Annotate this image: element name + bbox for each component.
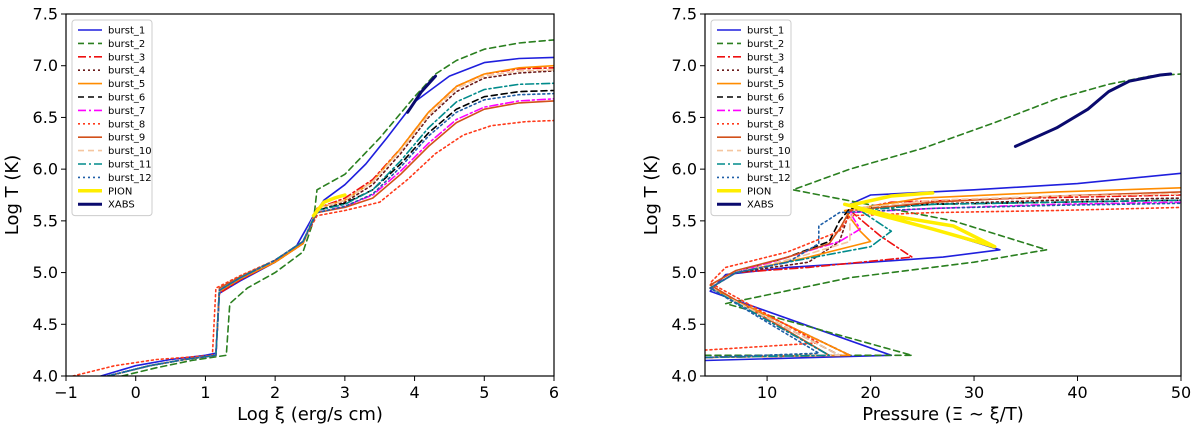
legend-entry-label: burst_2 [108,39,145,50]
legend-entry-label: burst_6 [747,93,784,104]
x-tick-label: 40 [1067,383,1087,402]
legend-entry-label: burst_5 [108,79,145,90]
legend-entry-label: PION [747,186,771,197]
series-line-burst-2 [705,73,1181,357]
x-tick-label: 0 [131,383,141,402]
right-chart-panel: 10 20 30 40 50 4.0 4.5 5.0 5.5 6.0 6.5 7.0 7.5 Pressu… [641,5,1191,426]
series-line-pion [842,191,997,249]
y-tick-label: 6.0 [33,160,58,179]
series-line-burst-4 [705,197,1181,359]
x-axis-label: Log ξ (erg/s cm) [237,404,383,425]
legend-entry-label: burst_7 [747,106,784,117]
x-tick-label: 50 [1171,383,1191,402]
y-tick-label: 7.0 [33,56,58,75]
series-line-burst-7 [107,98,554,376]
legend-entry-label: burst_11 [108,160,152,171]
legend-entry-label: XABS [747,200,774,211]
legend: burst_1 burst_2 burst_3 burst_4 burst_5burst… [71,19,153,217]
legend-entry-label: burst_11 [747,160,791,171]
series-line-xabs [1013,72,1173,148]
series-line-burst-1 [100,56,554,376]
series-line-burst-10 [705,193,1181,359]
legend-entry-label: XABS [108,200,135,211]
legend-entry-label: burst_3 [747,52,784,63]
legend-entry-label: burst_10 [747,146,791,157]
series-line-burst-8 [72,119,554,376]
series-line-xabs [406,74,437,114]
plot-frame [704,13,1182,377]
series-line-burst-5 [107,64,554,376]
series-line-burst-12 [107,92,554,376]
y-tick-label: 6.0 [672,160,697,179]
legend-entry-label: burst_8 [108,119,145,130]
series-line-burst-9 [705,191,1181,359]
y-tick-label: 4.5 [672,315,697,334]
legend-entry-label: burst_9 [108,133,145,144]
y-tick-label: 5.0 [672,263,697,282]
legend: burst_1 burst_2 burst_3 burst_4 burst_5burst… [710,19,792,217]
series-line-burst-10 [107,69,554,376]
legend-box [710,19,792,217]
series-line-burst-6 [107,89,554,376]
y-axis-label: Log T (K) [641,155,662,235]
x-tick-label: 20 [860,383,880,402]
x-tick-label: 30 [964,383,984,402]
legend-entry-label: burst_8 [747,119,784,130]
legend-entry-label: burst_12 [747,173,791,184]
series-line-burst-8 [705,206,1181,351]
y-axis-label: Log T (K) [2,155,23,235]
series-line-burst-12 [705,202,1181,359]
legend-entry-label: burst_2 [747,39,784,50]
legend-entry-label: burst_12 [108,173,152,184]
x-axis-label: Pressure (Ξ ∼ ξ/T) [862,404,1024,425]
legend-entry-label: burst_6 [108,93,145,104]
y-tick-label: 7.5 [672,5,697,24]
y-tick-label: 7.5 [33,5,58,24]
series-line-burst-3 [107,67,554,376]
y-tick-label: 4.0 [672,367,697,386]
series-line-burst-5 [705,187,1181,359]
series-line-pion [311,193,347,218]
x-tick-label: 6 [549,383,559,402]
y-tick-label: 6.5 [33,108,58,127]
series-line-burst-11 [705,199,1181,359]
y-tick-label: 5.5 [33,211,58,230]
legend-entry-label: burst_1 [747,26,784,37]
legend-entry-label: burst_1 [108,26,145,37]
y-tick-label: 5.5 [672,211,697,230]
legend-entry-label: burst_7 [108,106,145,117]
y-tick-label: 4.0 [33,367,58,386]
left-chart-panel: −1 0 1 2 3 4 5 6 4.0 4.5 5.0 5.5 6.0 6.5 7.0 7.5 Log ξ (… [2,5,559,426]
legend-entry-label: burst_9 [747,133,784,144]
legend-entry-label: burst_3 [108,52,145,63]
y-tick-label: 6.5 [672,108,697,127]
y-tick-label: 5.0 [33,263,58,282]
legend-entry-label: burst_10 [108,146,152,157]
x-tick-label: −1 [54,383,78,402]
series-group [72,39,554,376]
plot-frame [65,13,555,377]
legend-box [71,19,153,217]
series-line-burst-11 [107,82,554,376]
series-line-burst-4 [107,70,554,376]
x-tick-label: 3 [340,383,350,402]
legend-entry-label: burst_4 [108,66,145,77]
x-tick-label: 5 [479,383,489,402]
x-tick-label: 1 [200,383,210,402]
series-line-burst-9 [107,100,554,376]
y-tick-label: 4.5 [33,315,58,334]
series-group [705,72,1181,362]
x-tick-label: 4 [409,383,419,402]
legend-entry-label: burst_4 [747,66,784,77]
x-tick-label: 10 [757,383,777,402]
x-tick-label: 2 [270,383,280,402]
legend-entry-label: PION [108,186,132,197]
legend-entry-label: burst_5 [747,79,784,90]
y-tick-label: 7.0 [672,56,697,75]
